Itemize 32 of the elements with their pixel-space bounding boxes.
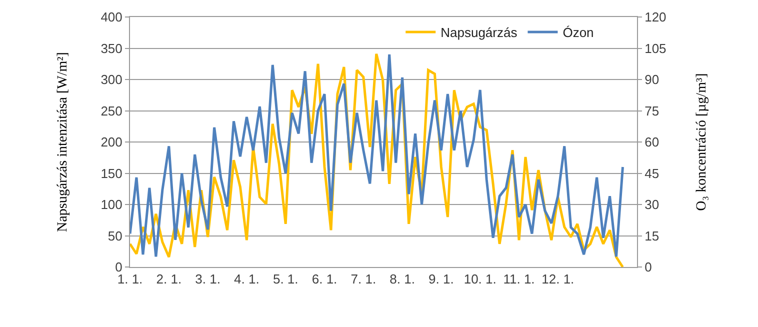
y2-tick-label: 105	[644, 40, 666, 56]
y2-axis-title: O₃ koncentráció [µg/m³]	[694, 73, 710, 211]
x-tick-label: 8. 1.	[390, 272, 415, 287]
y-tick-label: 50	[108, 228, 122, 244]
x-tick-label: 2. 1.	[156, 272, 182, 287]
x-tick-label: 12. 1.	[542, 272, 574, 287]
x-tick-label: 3. 1.	[195, 272, 220, 287]
y-tick-label: 350	[100, 40, 122, 56]
y2-tick-label: 90	[644, 72, 660, 88]
x-tick-label: 10. 1.	[464, 272, 496, 287]
y2-tick-label: 75	[644, 103, 660, 118]
x-tick-label: 5. 1.	[272, 272, 298, 287]
x-tick-label: 7. 1.	[350, 272, 376, 287]
legend-label: Ózon	[562, 25, 594, 40]
x-tick-label: 4. 1.	[234, 272, 260, 287]
legend-label: Napsugárzás	[440, 25, 518, 40]
y2-tick-label: 0	[644, 260, 652, 275]
x-tick-label: 11. 1.	[503, 272, 535, 287]
y-tick-label: 250	[100, 103, 122, 118]
y-tick-label: 100	[100, 197, 122, 212]
x-tick-label: 6. 1.	[312, 272, 338, 287]
y2-tick-label: 45	[644, 166, 660, 181]
y-tick-label: 200	[100, 134, 122, 150]
y2-tick-label: 15	[644, 228, 660, 244]
y2-tick-label: 60	[644, 134, 660, 150]
y2-tick-label: 120	[644, 10, 666, 25]
y2-tick-label: 30	[644, 197, 660, 212]
y-tick-label: 300	[100, 72, 122, 88]
y-axis-title: Napsugárzás intenzitása [W/m²]	[55, 52, 70, 232]
y-tick-label: 400	[100, 10, 122, 25]
y-tick-label: 150	[100, 166, 122, 181]
x-tick-label: 9. 1.	[428, 272, 454, 287]
